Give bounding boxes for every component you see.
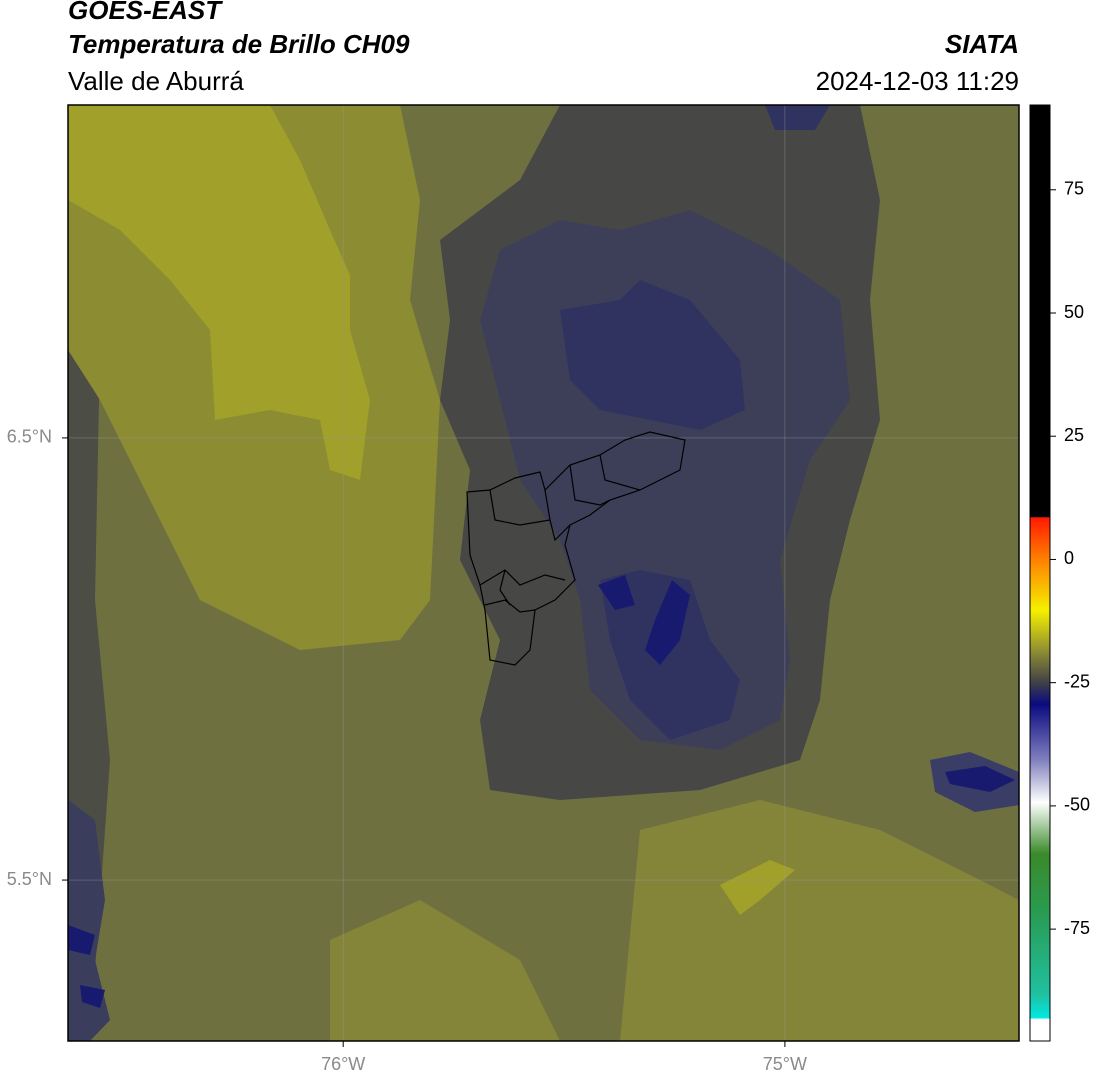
x-tick-label: 76°W <box>321 1054 365 1074</box>
brightness-field <box>68 105 1019 1041</box>
title: GOES-EAST <box>68 0 223 25</box>
y-tick-label: 6.5°N <box>7 427 52 447</box>
basin-boundaries <box>466 431 686 666</box>
colorbar-tick-label: -75 <box>1064 918 1090 938</box>
colorbar-tick-label: 25 <box>1064 425 1084 445</box>
source: SIATA <box>945 29 1019 59</box>
colorbar-tick-label: -50 <box>1064 795 1090 815</box>
y-tick-label: 5.5°N <box>7 869 52 889</box>
colorbar-tick-label: 0 <box>1064 548 1074 568</box>
colorbar-tick-label: 50 <box>1064 302 1084 322</box>
x-tick-label: 75°W <box>763 1054 807 1074</box>
colorbar <box>1029 104 1051 1042</box>
timestamp: 2024-12-03 11:29 <box>816 66 1019 96</box>
subtitle: Temperatura de Brillo CH09 <box>68 29 410 59</box>
colorbar-tick-label: -25 <box>1064 671 1090 691</box>
region: Valle de Aburrá <box>68 66 244 96</box>
map-frame <box>67 104 1020 1042</box>
colorbar-tick-label: 75 <box>1064 179 1084 199</box>
